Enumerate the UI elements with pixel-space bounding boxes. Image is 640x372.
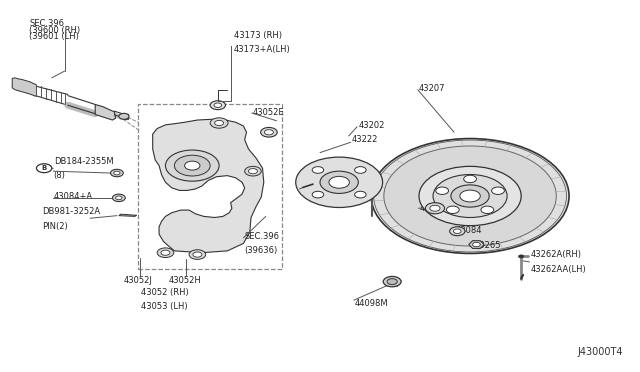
Circle shape — [189, 250, 205, 259]
Text: (39636): (39636) — [244, 246, 278, 255]
Circle shape — [387, 279, 397, 285]
Circle shape — [210, 101, 225, 110]
Circle shape — [447, 206, 459, 214]
Circle shape — [320, 171, 358, 193]
Text: DB184-2355M: DB184-2355M — [54, 157, 113, 166]
Text: B: B — [42, 165, 47, 171]
Polygon shape — [468, 241, 484, 248]
Text: (39601 (LH): (39601 (LH) — [29, 32, 79, 41]
Polygon shape — [153, 119, 264, 253]
Text: 43037: 43037 — [420, 204, 446, 213]
Circle shape — [210, 118, 228, 128]
Circle shape — [260, 128, 277, 137]
Circle shape — [430, 205, 440, 211]
Circle shape — [355, 167, 366, 173]
Circle shape — [184, 161, 200, 170]
Circle shape — [472, 242, 480, 247]
Circle shape — [355, 191, 366, 198]
Text: PIN(2): PIN(2) — [42, 222, 68, 231]
Text: 43173+A(LH): 43173+A(LH) — [234, 45, 291, 54]
Circle shape — [454, 229, 461, 234]
Polygon shape — [330, 179, 344, 186]
Text: 43052E: 43052E — [253, 109, 285, 118]
Text: (39600 (RH): (39600 (RH) — [29, 26, 81, 35]
Circle shape — [384, 146, 556, 246]
Circle shape — [161, 250, 170, 255]
Circle shape — [116, 196, 122, 200]
Circle shape — [174, 155, 210, 176]
Text: 43222: 43222 — [352, 135, 378, 144]
Text: 43262A(RH): 43262A(RH) — [531, 250, 582, 259]
Circle shape — [450, 227, 465, 235]
Text: 43052H: 43052H — [169, 276, 202, 285]
Polygon shape — [95, 105, 116, 120]
Circle shape — [248, 169, 257, 174]
Circle shape — [518, 255, 524, 258]
Circle shape — [312, 167, 324, 173]
Circle shape — [329, 176, 349, 188]
Circle shape — [371, 138, 569, 253]
Circle shape — [492, 187, 504, 195]
Circle shape — [119, 113, 129, 119]
Circle shape — [264, 130, 273, 135]
Text: 43173 (RH): 43173 (RH) — [234, 31, 282, 39]
Circle shape — [296, 157, 383, 208]
Circle shape — [312, 191, 324, 198]
Text: 43052J: 43052J — [124, 276, 153, 285]
Circle shape — [481, 206, 493, 214]
Text: 44098M: 44098M — [355, 299, 388, 308]
Text: 43052 (RH): 43052 (RH) — [141, 288, 189, 297]
Circle shape — [436, 187, 449, 195]
Circle shape — [464, 175, 476, 183]
Circle shape — [383, 276, 401, 287]
Text: SEC.396: SEC.396 — [29, 19, 65, 28]
Text: 43084: 43084 — [456, 226, 482, 235]
Circle shape — [451, 185, 489, 207]
Circle shape — [433, 174, 507, 218]
Text: 43207: 43207 — [419, 84, 445, 93]
Circle shape — [166, 150, 219, 181]
Circle shape — [460, 190, 480, 202]
Circle shape — [157, 248, 173, 257]
Circle shape — [419, 166, 521, 226]
Polygon shape — [119, 214, 137, 217]
Circle shape — [214, 121, 223, 126]
Circle shape — [244, 166, 261, 176]
Circle shape — [113, 194, 125, 202]
Text: 43053 (LH): 43053 (LH) — [141, 302, 188, 311]
Text: 43084+A: 43084+A — [54, 192, 93, 201]
Text: J43000T4: J43000T4 — [578, 347, 623, 357]
Ellipse shape — [307, 169, 335, 195]
Circle shape — [214, 103, 221, 108]
Circle shape — [111, 169, 124, 177]
Polygon shape — [12, 78, 36, 96]
Text: SEC.396: SEC.396 — [244, 232, 280, 241]
Circle shape — [114, 171, 120, 175]
Circle shape — [374, 140, 566, 252]
Text: 43262AA(LH): 43262AA(LH) — [531, 264, 586, 273]
Circle shape — [426, 203, 445, 214]
Text: 43265: 43265 — [474, 241, 501, 250]
Circle shape — [36, 164, 52, 173]
Text: (8): (8) — [54, 171, 65, 180]
Text: 43202: 43202 — [358, 122, 385, 131]
Circle shape — [193, 252, 202, 257]
Text: DB981-3252A: DB981-3252A — [42, 208, 100, 217]
